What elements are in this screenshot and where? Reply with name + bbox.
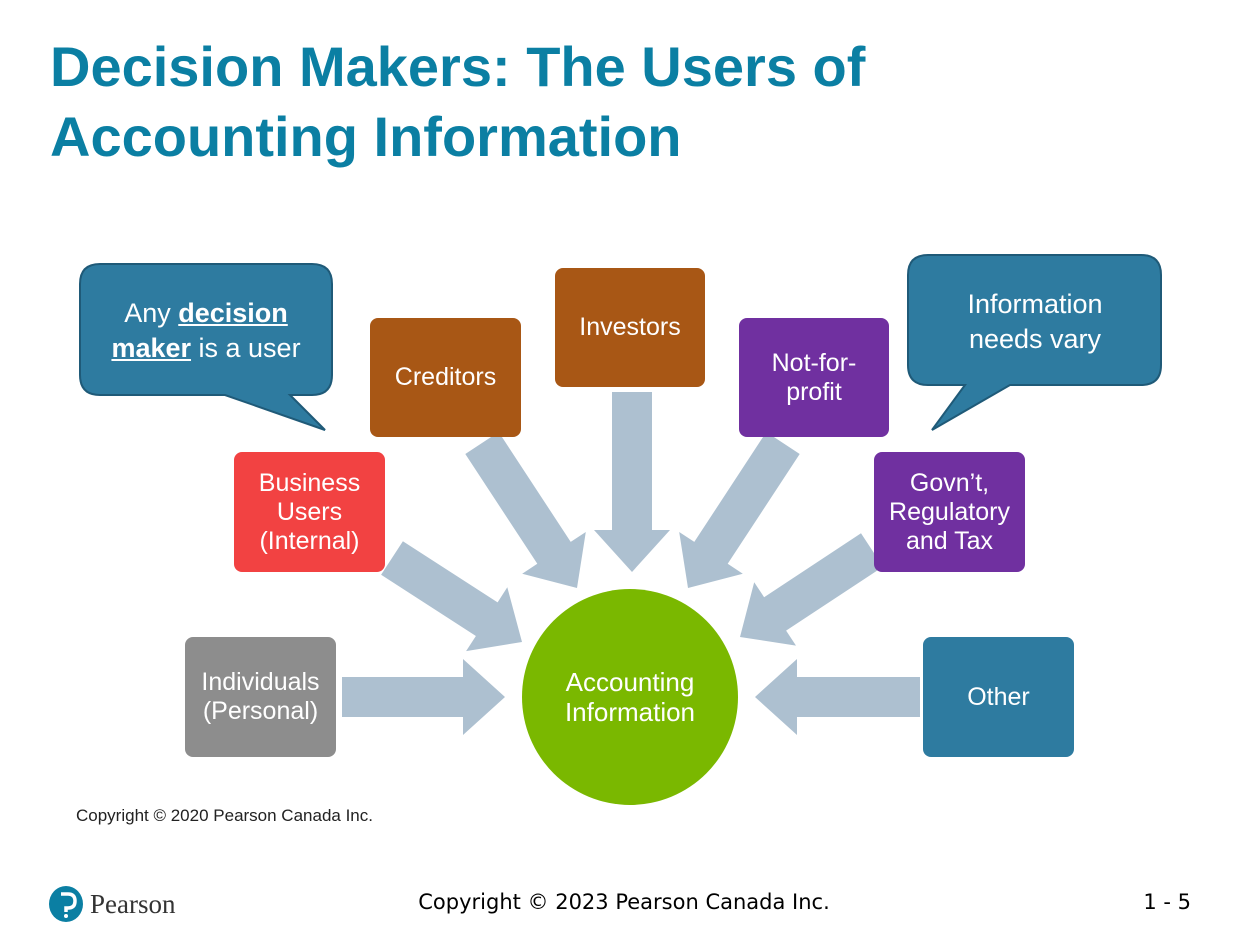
government-box: Govn’t, Regulatory and Tax: [874, 452, 1025, 572]
arrow-investors-icon: [594, 392, 670, 572]
accounting-information-circle: Accounting Information: [522, 589, 738, 805]
page-number: 1 - 5: [1143, 890, 1191, 914]
image-copyright: Copyright © 2020 Pearson Canada Inc.: [76, 806, 373, 825]
arrow-business-icon: [381, 541, 522, 652]
investors-box: Investors: [555, 268, 705, 387]
business-users-box: Business Users (Internal): [234, 452, 385, 572]
creditors-box: Creditors: [370, 318, 521, 437]
callout-left-text: Any decision maker is a user: [111, 298, 301, 363]
callout-left-bubble: [79, 263, 333, 431]
arrow-government-icon: [740, 533, 883, 646]
arrow-individuals-icon: [342, 659, 505, 735]
pearson-logo: Pearson: [48, 885, 175, 923]
emphasis-maker: maker: [111, 333, 192, 363]
footer-copyright: Copyright © 2023 Pearson Canada Inc.: [418, 890, 830, 914]
callout-right-text: Information needs vary: [967, 289, 1103, 354]
slide-title: Decision Makers: The Users of Accounting…: [50, 32, 865, 172]
emphasis-decision: decision: [178, 298, 288, 328]
pearson-logo-icon: [49, 886, 83, 922]
title-line-1: Decision Makers: The Users of: [50, 35, 866, 98]
arrow-other-icon: [755, 659, 920, 735]
callout-right-bubble: [907, 254, 1162, 431]
title-line-2: Accounting Information: [50, 105, 682, 168]
arrow-creditors-icon: [465, 432, 586, 588]
individuals-box: Individuals (Personal): [185, 637, 336, 757]
other-box: Other: [923, 637, 1074, 757]
arrow-not-for-profit-icon: [679, 432, 800, 588]
pearson-logo-text: Pearson: [90, 888, 176, 919]
not-for-profit-box: Not-for-profit: [739, 318, 889, 437]
